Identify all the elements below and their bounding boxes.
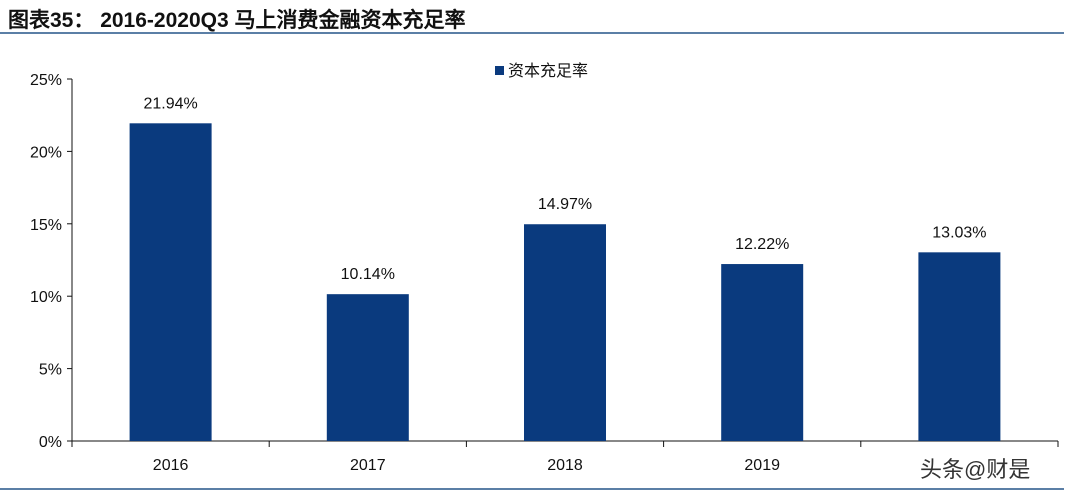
y-tick-label: 0% [39, 434, 62, 451]
data-label: 21.94% [143, 95, 197, 112]
bar [326, 294, 409, 441]
data-label: 14.97% [538, 196, 592, 213]
bar [918, 252, 1001, 441]
bar [721, 264, 804, 441]
legend-label: 资本充足率 [508, 62, 588, 80]
data-label: 13.03% [932, 224, 986, 241]
y-tick-label: 10% [30, 289, 62, 306]
x-tick-label: 2017 [350, 457, 386, 474]
x-tick-label: 2019 [744, 457, 780, 474]
chart-title: 图表35： 2016-2020Q3 马上消费金融资本充足率 [8, 9, 466, 32]
y-tick-label: 15% [30, 217, 62, 234]
y-tick-label: 20% [30, 144, 62, 161]
bar [129, 123, 212, 441]
watermark: 头条@财是 [920, 457, 1031, 482]
bar [524, 224, 606, 441]
data-label: 10.14% [341, 266, 395, 283]
data-label: 12.22% [735, 236, 789, 253]
title-divider [0, 32, 1064, 34]
bottom-divider [0, 488, 1064, 490]
y-tick-label: 5% [39, 362, 62, 379]
x-tick-label: 2018 [547, 457, 583, 474]
x-tick-label: 2016 [153, 457, 189, 474]
legend-swatch [495, 66, 504, 75]
y-tick-label: 25% [30, 72, 62, 89]
